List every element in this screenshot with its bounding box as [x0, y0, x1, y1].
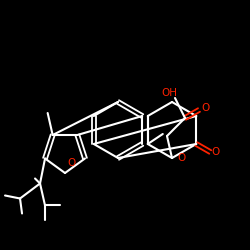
Text: O: O: [177, 153, 185, 163]
Text: OH: OH: [161, 88, 177, 98]
Text: O: O: [201, 103, 209, 113]
Text: O: O: [211, 147, 219, 157]
Text: O: O: [68, 158, 76, 168]
